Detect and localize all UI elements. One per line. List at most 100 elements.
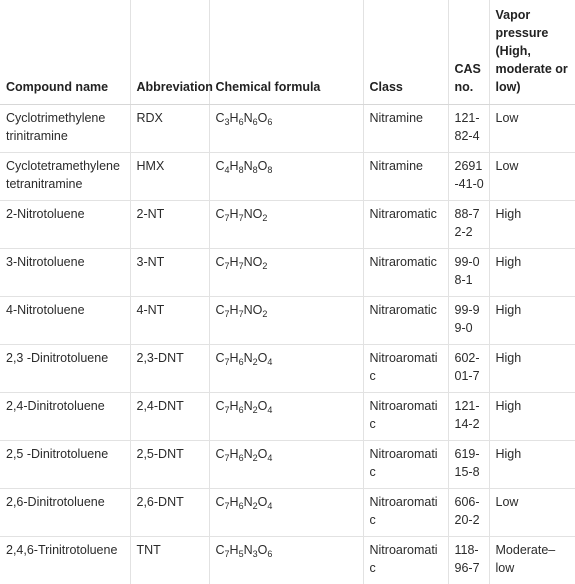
formula-subscript: 8: [253, 165, 258, 175]
chemical-formula-cell: C7H5N3O6: [209, 537, 363, 584]
formula-subscript: 2: [253, 501, 258, 511]
formula-element: N: [244, 351, 253, 365]
formula-element: H: [230, 255, 239, 269]
class-cell: Nitraromatic: [363, 297, 448, 345]
formula-element: C: [216, 447, 225, 461]
formula-subscript: 2: [262, 213, 267, 223]
cas-number-cell: 2691-41-0: [448, 153, 489, 201]
vapor-pressure-cell: Low: [489, 105, 575, 153]
abbreviation-cell: 2-NT: [130, 201, 209, 249]
formula-subscript: 4: [267, 501, 272, 511]
formula-subscript: 6: [267, 549, 272, 559]
compound-name-cell: 2,6-Dinitrotoluene: [0, 489, 130, 537]
compound-name-cell: 2,4-Dinitrotoluene: [0, 393, 130, 441]
formula-subscript: 7: [225, 309, 230, 319]
cas-number-cell: 88-72-2: [448, 201, 489, 249]
formula-element: O: [258, 159, 268, 173]
class-cell: Nitroaromatic: [363, 489, 448, 537]
formula-subscript: 7: [225, 453, 230, 463]
formula-subscript: 4: [225, 165, 230, 175]
class-cell: Nitroaromatic: [363, 537, 448, 584]
formula-subscript: 6: [239, 453, 244, 463]
cas-number-cell: 619-15-8: [448, 441, 489, 489]
formula-element: N: [244, 111, 253, 125]
compound-name-cell: 2-Nitrotoluene: [0, 201, 130, 249]
class-cell: Nitraromatic: [363, 201, 448, 249]
formula-element: H: [230, 399, 239, 413]
cas-number-cell: 99-08-1: [448, 249, 489, 297]
vapor-pressure-cell: Low: [489, 489, 575, 537]
chemical-formula-cell: C7H7NO2: [209, 201, 363, 249]
formula-element: C: [216, 207, 225, 221]
formula-element: H: [230, 543, 239, 557]
formula-subscript: 6: [239, 405, 244, 415]
formula-subscript: 7: [225, 261, 230, 271]
cas-number-cell: 99-99-0: [448, 297, 489, 345]
vapor-pressure-cell: Moderate–low: [489, 537, 575, 584]
chemical-formula-cell: C3H6N6O6: [209, 105, 363, 153]
header-compound-name: Compound name: [0, 0, 130, 105]
abbreviation-cell: 3-NT: [130, 249, 209, 297]
formula-subscript: 7: [225, 549, 230, 559]
abbreviation-cell: RDX: [130, 105, 209, 153]
chemical-formula-cell: C7H6N2O4: [209, 489, 363, 537]
formula-element: NO: [244, 303, 263, 317]
formula-element: N: [244, 495, 253, 509]
formula-element: N: [244, 159, 253, 173]
compound-name-cell: 3-Nitrotoluene: [0, 249, 130, 297]
formula-subscript: 7: [225, 213, 230, 223]
formula-subscript: 6: [253, 117, 258, 127]
formula-element: O: [258, 351, 268, 365]
abbreviation-cell: TNT: [130, 537, 209, 584]
formula-element: N: [244, 447, 253, 461]
formula-element: H: [230, 351, 239, 365]
abbreviation-cell: 2,5-DNT: [130, 441, 209, 489]
formula-subscript: 8: [267, 165, 272, 175]
formula-element: C: [216, 495, 225, 509]
formula-element: NO: [244, 207, 263, 221]
formula-element: O: [258, 111, 268, 125]
formula-subscript: 4: [267, 357, 272, 367]
vapor-pressure-cell: High: [489, 201, 575, 249]
formula-subscript: 2: [262, 309, 267, 319]
formula-element: O: [258, 543, 268, 557]
compound-name-cell: 2,3 -Dinitrotoluene: [0, 345, 130, 393]
formula-element: O: [258, 495, 268, 509]
formula-subscript: 2: [253, 453, 258, 463]
abbreviation-cell: 2,4-DNT: [130, 393, 209, 441]
compound-name-cell: Cyclotrimethylene trinitramine: [0, 105, 130, 153]
class-cell: Nitramine: [363, 153, 448, 201]
compound-name-cell: 2,4,6-Trinitrotoluene: [0, 537, 130, 584]
formula-subscript: 8: [239, 165, 244, 175]
formula-subscript: 5: [239, 549, 244, 559]
formula-element: C: [216, 255, 225, 269]
formula-element: H: [230, 207, 239, 221]
table-header: Compound name Abbreviation Chemical form…: [0, 0, 575, 105]
formula-subscript: 3: [225, 117, 230, 127]
formula-subscript: 6: [239, 501, 244, 511]
vapor-pressure-cell: High: [489, 297, 575, 345]
chemical-formula-cell: C7H6N2O4: [209, 393, 363, 441]
abbreviation-cell: 2,3-DNT: [130, 345, 209, 393]
vapor-pressure-cell: High: [489, 441, 575, 489]
formula-subscript: 7: [225, 405, 230, 415]
formula-subscript: 4: [267, 453, 272, 463]
cas-number-cell: 121-14-2: [448, 393, 489, 441]
header-chemical-formula: Chemical formula: [209, 0, 363, 105]
cas-number-cell: 602-01-7: [448, 345, 489, 393]
compound-name-cell: 2,5 -Dinitrotoluene: [0, 441, 130, 489]
formula-element: NO: [244, 255, 263, 269]
formula-element: C: [216, 543, 225, 557]
formula-element: C: [216, 303, 225, 317]
formula-subscript: 3: [253, 549, 258, 559]
formula-element: H: [230, 303, 239, 317]
formula-subscript: 2: [253, 357, 258, 367]
formula-subscript: 6: [239, 357, 244, 367]
formula-element: H: [230, 447, 239, 461]
